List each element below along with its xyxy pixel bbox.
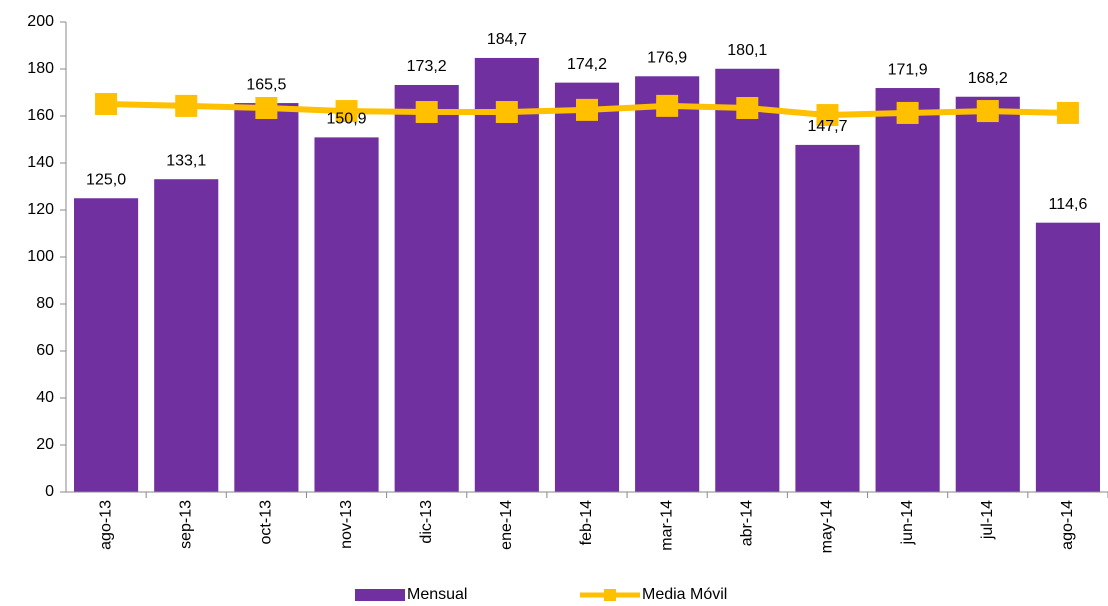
data-label: 168,2 [968, 70, 1008, 87]
y-tick-label: 200 [27, 13, 54, 30]
bar [474, 57, 539, 493]
data-label: 184,7 [487, 31, 527, 48]
y-tick-label: 40 [36, 389, 54, 406]
line-marker [816, 104, 839, 127]
y-tick-label: 180 [27, 60, 54, 77]
line-marker [495, 101, 518, 124]
x-tick-label: oct-13 [258, 500, 275, 545]
x-tick-label: feb-14 [578, 500, 595, 545]
x-tick-label: ago-14 [1059, 500, 1076, 550]
bar [1035, 222, 1100, 492]
data-label: 133,1 [166, 152, 206, 169]
line-marker [976, 100, 999, 123]
bar [234, 103, 299, 492]
line-marker [335, 100, 358, 123]
y-tick-label: 100 [27, 248, 54, 265]
x-tick-label: jul-14 [979, 500, 996, 540]
y-tick-label: 160 [27, 107, 54, 124]
bar [875, 88, 940, 492]
data-label: 165,5 [246, 76, 286, 93]
x-tick-label: mar-14 [658, 500, 675, 551]
y-tick-label: 0 [45, 483, 54, 500]
data-label: 176,9 [647, 50, 687, 67]
legend-swatch [355, 589, 405, 601]
y-tick-label: 140 [27, 154, 54, 171]
bar [635, 76, 700, 492]
line-marker [415, 101, 438, 124]
line-marker [656, 94, 679, 117]
x-tick-label: nov-13 [338, 500, 355, 549]
data-label: 125,0 [86, 171, 126, 188]
x-tick-label: ene-14 [498, 500, 515, 550]
bar [154, 179, 219, 492]
data-label: 114,6 [1048, 196, 1087, 213]
x-tick-label: dic-13 [418, 500, 435, 544]
data-label: 171,9 [888, 61, 928, 78]
data-label: 174,2 [567, 56, 607, 73]
x-tick-label: may-14 [819, 500, 836, 553]
x-tick-label: sep-13 [177, 500, 194, 549]
legend-label: Mensual [407, 586, 467, 603]
data-label: 150,9 [327, 111, 367, 128]
x-tick-label: ago-13 [97, 500, 114, 550]
data-label: 173,2 [407, 58, 447, 75]
data-label: 180,1 [727, 42, 767, 59]
bar [394, 84, 459, 492]
bar [314, 137, 379, 492]
x-tick-label: abr-14 [739, 500, 756, 546]
line-marker [896, 101, 919, 124]
data-label: 147,7 [807, 118, 847, 135]
bar [715, 68, 780, 492]
y-tick-label: 120 [27, 201, 54, 218]
bar [795, 144, 860, 492]
line-marker [736, 97, 759, 120]
legend-label: Media Móvil [642, 586, 727, 603]
line-marker [576, 98, 598, 121]
y-tick-label: 80 [36, 295, 54, 312]
x-tick-label: jun-14 [899, 500, 916, 546]
line-marker [255, 97, 278, 120]
y-tick-label: 60 [36, 342, 54, 359]
bar [74, 198, 139, 492]
line-marker [95, 93, 118, 116]
bar [554, 82, 620, 492]
legend-swatch-marker [604, 589, 616, 601]
y-tick-label: 20 [36, 436, 54, 453]
line-marker [175, 94, 198, 117]
bar [955, 96, 1020, 492]
line-marker [1056, 101, 1079, 124]
